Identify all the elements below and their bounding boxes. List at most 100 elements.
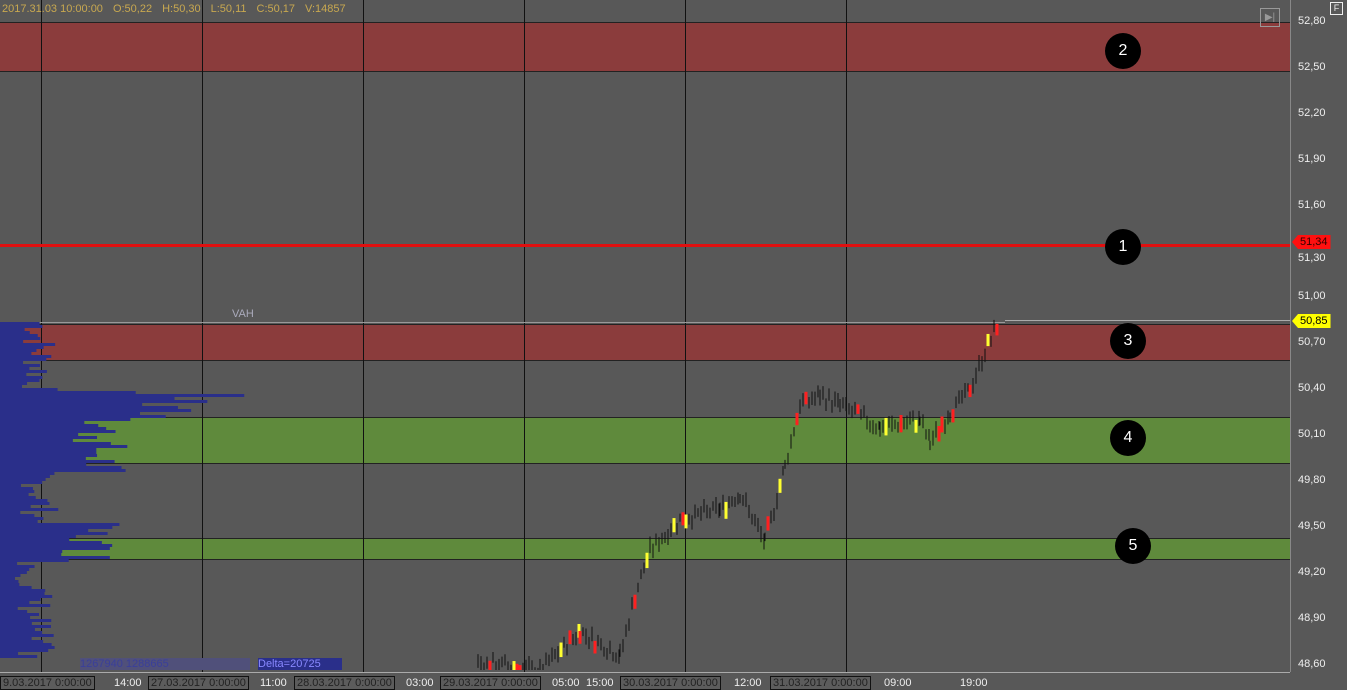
profile-bar	[0, 511, 21, 514]
date-label: 30.03.2017 0:00:00	[620, 676, 721, 690]
profile-bar	[0, 634, 54, 637]
profile-bar	[0, 544, 113, 547]
profile-bar	[0, 622, 32, 625]
volume-value: V:14857	[305, 3, 346, 15]
profile-bar	[0, 436, 98, 439]
profile-bar	[0, 583, 20, 586]
profile-bar	[0, 568, 30, 571]
profile-bar	[0, 403, 143, 406]
profile-bar	[0, 466, 122, 469]
profile-bar	[0, 457, 86, 460]
profile-bar	[0, 499, 48, 502]
profile-bar	[0, 601, 30, 604]
profile-bar	[0, 538, 70, 541]
day-separator	[41, 0, 42, 672]
scroll-to-end-button[interactable]: ▶|	[1260, 8, 1280, 27]
profile-bar	[0, 439, 73, 442]
profile-bar	[0, 406, 178, 409]
profile-bar	[0, 496, 36, 499]
time-label: 03:00	[406, 677, 434, 689]
price-tick-label: 52,80	[1298, 15, 1326, 27]
zone-marker-5: 5	[1115, 528, 1151, 564]
resistance-zone-3	[0, 324, 1290, 361]
profile-bar	[0, 523, 120, 526]
plot-area[interactable]: VAH 1267940 1288665 Delta=20725 2 1 3 4 …	[0, 0, 1291, 672]
profile-bar	[0, 478, 46, 481]
profile-bar	[0, 364, 40, 367]
profile-bar	[0, 619, 52, 622]
profile-bar	[0, 529, 89, 532]
price-tick-label: 50,40	[1298, 382, 1326, 395]
profile-bar	[0, 322, 40, 325]
profile-bar	[0, 547, 110, 550]
profile-bar	[0, 532, 108, 535]
profile-bar	[0, 334, 38, 337]
profile-bar	[0, 424, 99, 427]
price-tick-label: 50,70	[1298, 336, 1326, 349]
profile-bar	[0, 460, 115, 463]
zone-marker-4: 4	[1110, 420, 1146, 456]
profile-bar	[0, 331, 30, 334]
price-tick-label: 51,90	[1298, 152, 1326, 165]
profile-bar	[0, 526, 113, 529]
profile-bar	[0, 571, 27, 574]
profile-bar	[0, 346, 44, 349]
time-axis[interactable]	[0, 672, 1290, 690]
profile-bar	[0, 448, 97, 451]
time-label: 05:00	[552, 677, 580, 689]
profile-bar	[0, 412, 140, 415]
profile-bar	[0, 469, 126, 472]
ohlc-header: 2017.31.03 10:00:00 O:50,22 H:50,30 L:50,11…	[2, 3, 356, 15]
date-label: 29.03.2017 0:00:00	[440, 676, 541, 690]
profile-bar	[0, 490, 35, 493]
profile-bar	[0, 595, 53, 598]
support-zone-4	[0, 417, 1290, 464]
profile-bar	[0, 565, 35, 568]
profile-delta: Delta=20725	[258, 658, 342, 670]
profile-bar	[0, 361, 24, 364]
profile-bar	[0, 631, 43, 634]
f-button[interactable]: F	[1330, 2, 1343, 15]
price-chart	[0, 319, 999, 670]
profile-bar	[0, 472, 55, 475]
profile-bar	[0, 616, 31, 619]
profile-bar	[0, 505, 31, 508]
profile-bar	[0, 352, 32, 355]
profile-bar	[0, 433, 79, 436]
red-level-line[interactable]	[0, 244, 1290, 247]
date-label: 27.03.2017 0:00:00	[148, 676, 249, 690]
profile-bar	[0, 610, 28, 613]
profile-bar	[0, 562, 18, 565]
resistance-zone-2	[0, 22, 1290, 72]
profile-bar	[0, 349, 37, 352]
profile-bar	[0, 337, 41, 340]
day-separator	[846, 0, 847, 672]
profile-bar	[0, 487, 33, 490]
support-zone-5	[0, 538, 1290, 560]
last-price-tag: 50,85	[1292, 314, 1331, 328]
price-tick-label: 49,80	[1298, 474, 1326, 486]
profile-bar	[0, 445, 128, 448]
profile-bar	[0, 418, 131, 421]
profile-bar	[0, 454, 98, 457]
price-tick-label: 49,20	[1298, 565, 1326, 578]
profile-bar	[0, 385, 23, 388]
day-separator	[524, 0, 525, 672]
time-label: 12:00	[734, 677, 762, 689]
price-tick-label: 50,10	[1298, 428, 1326, 441]
profile-bar	[0, 652, 19, 655]
profile-bar	[0, 646, 55, 649]
profile-bar	[0, 400, 208, 403]
profile-bar	[0, 421, 85, 424]
profile-bar	[0, 409, 192, 412]
low-value: L:50,11	[210, 3, 247, 15]
last-price-line	[1005, 320, 1290, 321]
profile-bar	[0, 493, 29, 496]
high-value: H:50,30	[162, 3, 201, 15]
zone-marker-1: 1	[1105, 229, 1141, 265]
profile-bar	[0, 655, 38, 658]
profile-bar	[0, 556, 110, 559]
date-label: 28.03.2017 0:00:00	[294, 676, 395, 690]
price-tick-label: 51,00	[1298, 290, 1326, 303]
profile-bar	[0, 580, 19, 583]
